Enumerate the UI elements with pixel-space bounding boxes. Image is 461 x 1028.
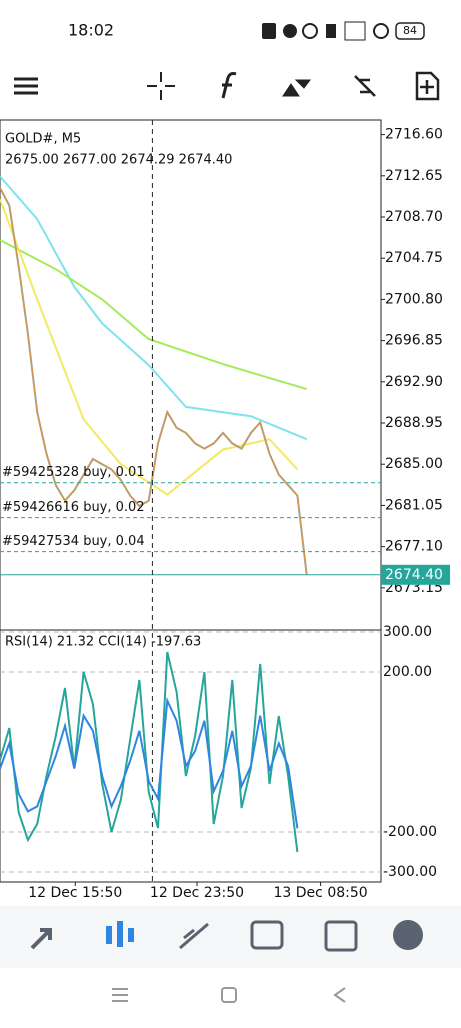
- indicator-tick-label: 200.00: [383, 664, 432, 680]
- order-label: #59427534 buy, 0.04: [2, 534, 145, 549]
- toolbar: [14, 71, 440, 101]
- nav-quotes[interactable]: [30, 928, 52, 950]
- nav-history[interactable]: [250, 920, 284, 950]
- bottom-nav: [0, 906, 461, 968]
- y-tick-label: 2708.70: [385, 209, 443, 225]
- moving-average: [0, 175, 308, 441]
- x-tick-label: 12 Dec 15:50: [28, 885, 122, 901]
- y-tick-label: 2712.65: [385, 168, 443, 184]
- nav-chat[interactable]: [393, 920, 423, 950]
- x-tick-label: 13 Dec 08:50: [274, 885, 368, 901]
- system-nav: [112, 987, 346, 1003]
- y-tick-label: 2700.80: [385, 291, 443, 307]
- y-tick-label: 2704.75: [385, 250, 443, 266]
- indicators-button[interactable]: [221, 72, 237, 99]
- trade-button[interactable]: [354, 75, 376, 97]
- battery-level: 84: [403, 24, 417, 37]
- price-fast: [0, 187, 308, 575]
- indicator-title: RSI(14) 21.32 CCI(14) -197.63: [5, 635, 201, 650]
- order-label: #59426616 buy, 0.02: [2, 500, 145, 515]
- status-time: 18:02: [68, 21, 114, 40]
- bid-box: [381, 564, 450, 585]
- order-label: #59425328 buy, 0.01: [2, 465, 145, 480]
- objects-button[interactable]: [282, 79, 311, 97]
- y-tick-label: 2688.95: [385, 415, 443, 431]
- new-order-button[interactable]: [415, 71, 440, 101]
- nav-trade[interactable]: [179, 922, 209, 950]
- y-tick-label: 2681.05: [385, 497, 443, 513]
- chart-title: GOLD#, M5: [5, 132, 81, 147]
- indicator-line: [0, 651, 299, 853]
- moving-average: [0, 239, 307, 391]
- bid-label: 2674.40: [385, 567, 443, 583]
- y-tick-label: 2685.00: [385, 456, 443, 472]
- indicator-tick-label: 300.00: [383, 624, 432, 640]
- y-tick-label: 2696.85: [385, 333, 443, 349]
- chart-frame: [0, 119, 382, 883]
- crosshair-button[interactable]: [147, 72, 175, 100]
- indicator-tick-label: -300.00: [383, 864, 437, 880]
- x-tick-label: 12 Dec 23:50: [150, 885, 244, 901]
- indicator-line: [0, 696, 299, 829]
- status-icons: [262, 21, 425, 41]
- y-tick-label: 2716.60: [385, 127, 443, 143]
- y-tick-label: 2677.10: [385, 539, 443, 555]
- y-tick-label: 2692.90: [385, 374, 443, 390]
- ohlc: 2675.00 2677.00 2674.29 2674.40: [5, 153, 232, 168]
- bottom-nav-icons: [30, 920, 423, 952]
- moving-average: [0, 198, 299, 496]
- nav-news[interactable]: [324, 920, 358, 952]
- indicator-tick-label: -200.00: [383, 824, 437, 840]
- menu-button[interactable]: [14, 77, 38, 95]
- nav-chart[interactable]: [106, 921, 134, 947]
